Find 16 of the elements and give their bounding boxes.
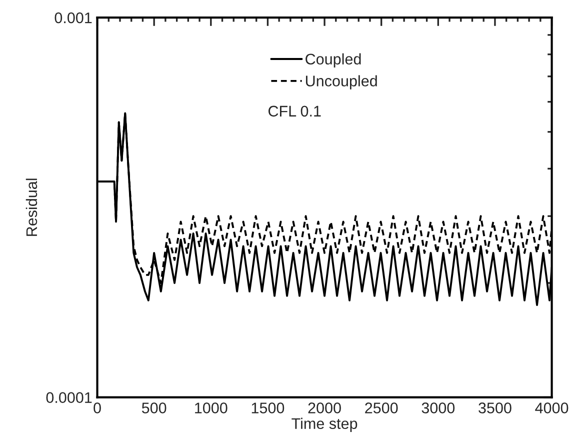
x-tick-label: 2000	[308, 402, 341, 414]
annotation: CFL 0.1	[268, 106, 321, 117]
x-tick-label: 3500	[478, 402, 512, 414]
legend-label: Coupled	[306, 53, 361, 68]
x-tick-label: 500	[142, 402, 166, 414]
x-tick-label: 3000	[422, 402, 455, 414]
legend-label: Uncoupled	[306, 75, 377, 90]
x-tick-label: 1000	[195, 402, 228, 414]
y-tick-label: 0.001	[54, 12, 92, 24]
y-tick-label: 0.0001	[46, 392, 92, 403]
x-tick-label: 2500	[365, 402, 398, 414]
x-axis-title: Time step	[292, 418, 358, 432]
x-tick-label: 0	[94, 402, 101, 414]
x-tick-label: 1500	[252, 402, 284, 414]
y-axis-title: Residual	[26, 178, 38, 236]
x-tick-label: 4000	[535, 402, 568, 414]
